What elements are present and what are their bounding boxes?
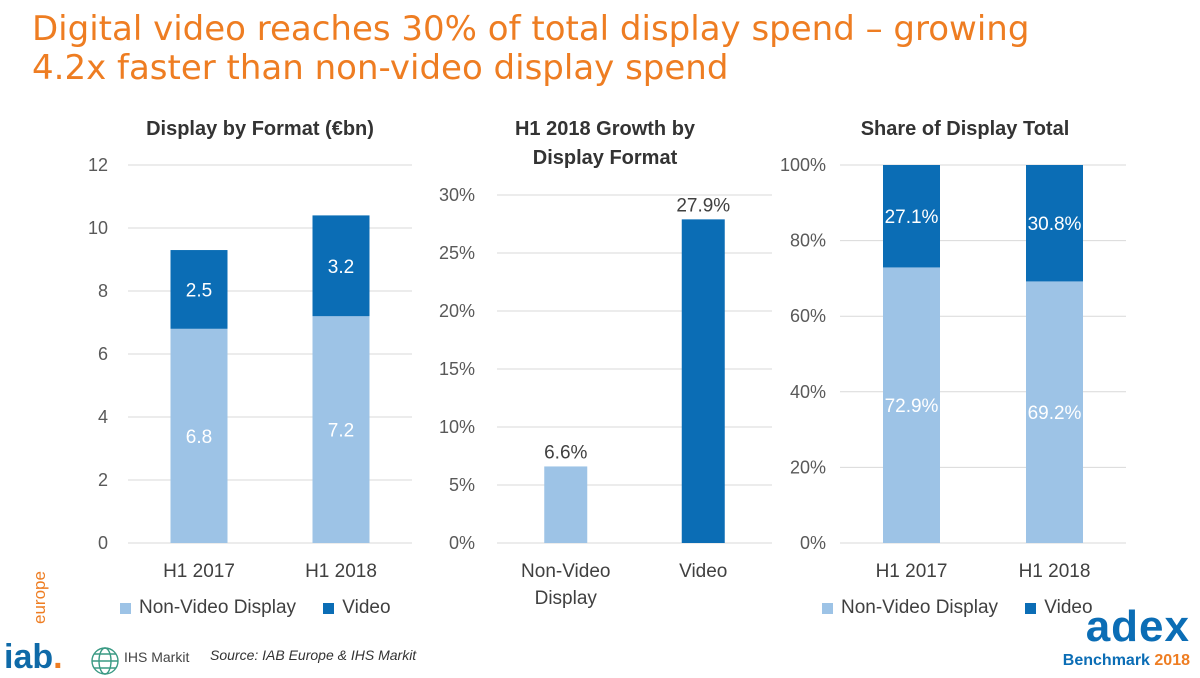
chart2-data-label: 27.9% xyxy=(676,195,730,216)
chart1-bar-non-video xyxy=(170,328,228,543)
chart3-data-label: 30.8% xyxy=(1028,214,1082,235)
chart3-y-tick-label: 60% xyxy=(790,306,826,326)
chart1-bar-video xyxy=(170,250,228,329)
chart2-y-tick-label: 15% xyxy=(439,359,475,379)
chart1-bar-video xyxy=(312,215,370,317)
chart3-data-label: 69.2% xyxy=(1028,403,1082,424)
legend3-item-video: Video xyxy=(1025,597,1093,619)
legend1-label-video: Video xyxy=(342,597,391,618)
legend3-label-video: Video xyxy=(1044,597,1093,618)
chart2-y-tick-label: 5% xyxy=(449,475,475,495)
chart2-title-line-2: Display Format xyxy=(532,147,678,169)
source-note: Source: IAB Europe & IHS Markit xyxy=(210,647,417,663)
chart3-data-label: 72.9% xyxy=(885,396,939,417)
chart2-category-label: Display xyxy=(535,588,598,609)
legend1-label-non-video: Non-Video Display xyxy=(139,597,297,618)
chart2-title-line-1: H1 2018 Growth by xyxy=(514,118,696,140)
iab-europe-logo: iab. xyxy=(4,638,63,677)
chart3-bar-non-video xyxy=(1026,281,1083,543)
chart2-category-label: Video xyxy=(679,561,727,582)
chart1-data-label: 3.2 xyxy=(328,257,354,278)
legend1-swatch-non-video xyxy=(120,602,131,614)
chart1-legend: Non-Video Display Video xyxy=(120,597,413,620)
adex-benchmark-logo: adex Benchmark 2018 xyxy=(1060,602,1196,676)
chart3-y-tick-label: 40% xyxy=(790,382,826,402)
iab-logo-dot: . xyxy=(53,638,63,676)
slide-title-line-2: 4.2x faster than non-video display spend xyxy=(32,48,729,88)
chart1-category-label: H1 2018 xyxy=(305,561,377,582)
adex-logo-benchmark: Benchmark xyxy=(1062,652,1150,669)
chart3-y-tick-label: 100% xyxy=(780,155,826,175)
chart3-category-label: H1 2017 xyxy=(876,561,948,582)
chart1-data-label: 7.2 xyxy=(328,421,354,442)
legend3-swatch-non-video xyxy=(822,602,833,614)
chart2-y-tick-label: 30% xyxy=(439,185,475,205)
chart3-bar-non-video xyxy=(883,267,940,543)
adex-logo-word: adex xyxy=(1085,602,1190,651)
chart1-bar-non-video xyxy=(312,316,370,543)
chart1-y-tick-label: 12 xyxy=(88,155,108,175)
chart1-y-tick-label: 4 xyxy=(98,407,108,427)
chart3-legend: Non-Video Display Video xyxy=(822,597,1115,620)
chart3-y-tick-label: 20% xyxy=(790,457,826,477)
ihs-markit-globe-icon xyxy=(91,647,119,675)
chart1-y-tick-label: 8 xyxy=(98,281,108,301)
chart1-title: Display by Format (€bn) xyxy=(146,118,374,140)
chart1-y-tick-label: 10 xyxy=(88,218,108,238)
chart1-y-tick-label: 6 xyxy=(98,344,108,364)
ihs-markit-logo-text: IHS Markit xyxy=(124,649,190,665)
chart3-bar-video xyxy=(1026,165,1083,282)
legend3-label-non-video: Non-Video Display xyxy=(841,597,999,618)
chart2-y-tick-label: 10% xyxy=(439,417,475,437)
chart2-y-tick-label: 25% xyxy=(439,243,475,263)
chart3-bar-video xyxy=(883,165,940,268)
chart2-y-tick-label: 0% xyxy=(449,533,475,553)
legend1-item-non-video: Non-Video Display xyxy=(120,597,296,619)
chart1-category-label: H1 2017 xyxy=(163,561,235,582)
chart3-data-label: 27.1% xyxy=(885,207,939,228)
chart3-title: Share of Display Total xyxy=(860,118,1070,140)
chart2-data-label: 6.6% xyxy=(544,442,587,463)
slide-title: Digital video reaches 30% of total displ… xyxy=(32,10,1172,88)
chart3-y-tick-label: 0% xyxy=(800,533,826,553)
chart1-y-tick-label: 2 xyxy=(98,470,108,490)
chart1-data-label: 6.8 xyxy=(186,427,212,448)
footer-logos: iab. europe IHS Markit Source: IAB Europ… xyxy=(0,571,480,678)
legend3-swatch-video xyxy=(1025,602,1037,614)
legend1-swatch-video xyxy=(323,602,335,614)
chart2-y-tick-label: 20% xyxy=(439,301,475,321)
legend3-item-non-video: Non-Video Display xyxy=(822,597,998,619)
iab-logo-europe-text: europe xyxy=(30,571,49,624)
adex-logo-year: 2018 xyxy=(1154,652,1190,669)
chart1-data-label: 2.5 xyxy=(186,280,212,301)
chart1-y-tick-label: 0 xyxy=(98,533,108,553)
chart2-title: H1 2018 Growth by Display Format xyxy=(470,115,740,173)
adex-logo-subtitle: Benchmark 2018 xyxy=(1063,652,1190,670)
chart3-category-label: H1 2018 xyxy=(1019,561,1091,582)
chart3-y-tick-label: 80% xyxy=(790,231,826,251)
chart2-bar xyxy=(681,219,725,544)
chart2-category-label: Non-Video xyxy=(521,561,610,582)
iab-logo-text: iab xyxy=(4,638,54,676)
legend1-item-video: Video xyxy=(323,597,391,619)
slide-title-line-1: Digital video reaches 30% of total displ… xyxy=(32,9,1030,49)
chart2-bar xyxy=(544,466,588,543)
